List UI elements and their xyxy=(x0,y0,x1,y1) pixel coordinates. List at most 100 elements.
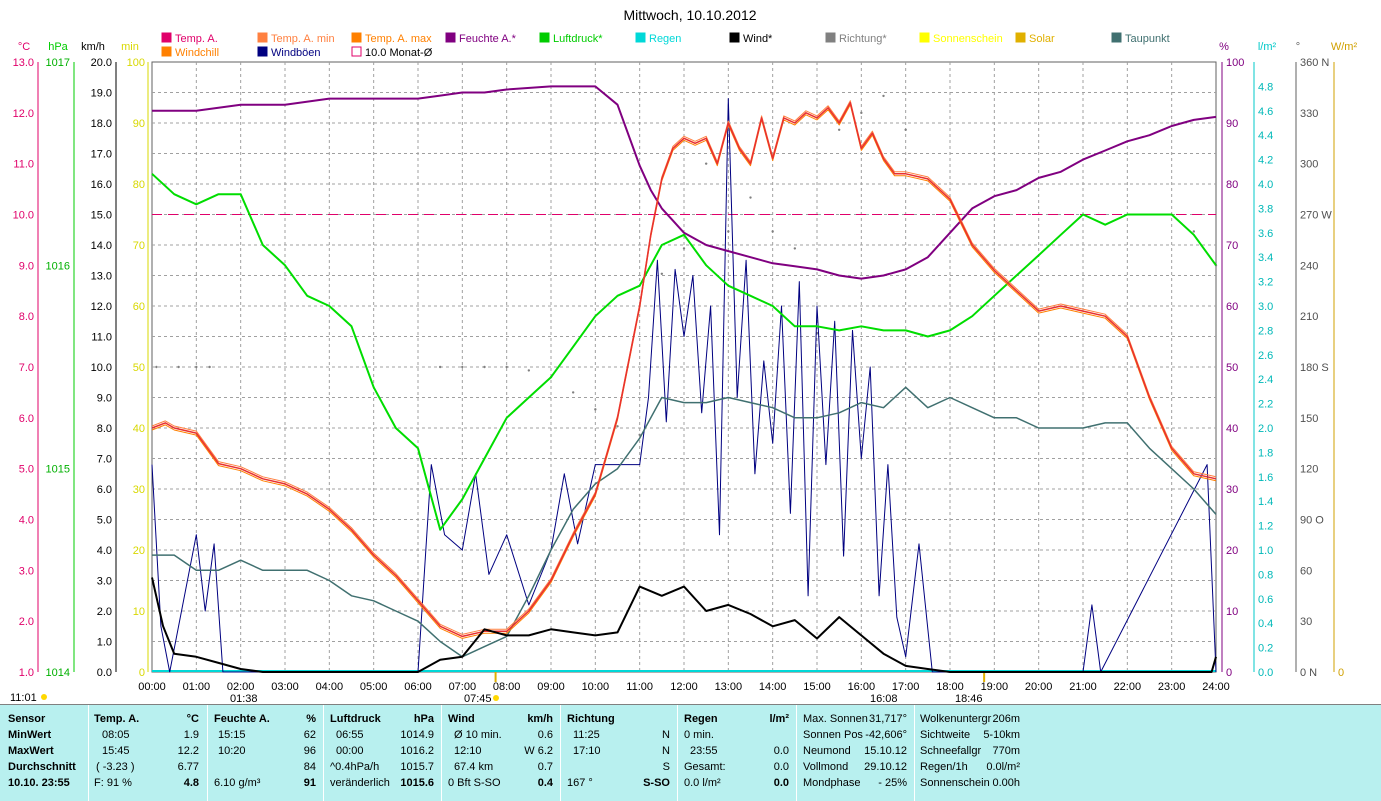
temp-tick-label: 1.0 xyxy=(19,667,34,679)
weather-chart: Mittwoch, 10.10.2012 Temp. A. Temp. A. min… xyxy=(10,7,1357,704)
legend-swatch xyxy=(351,32,362,43)
min-row-label: MinWert xyxy=(8,729,52,741)
statistics-panel: Sensor MinWert MaxWert Durchschnitt 10.1… xyxy=(0,704,1381,801)
humidity-tick-label: 80 xyxy=(1226,179,1238,191)
direction-current-value: S-SO xyxy=(643,777,670,789)
pressure-min-value: 1014.9 xyxy=(400,729,434,741)
rain-total-value: 0.0 xyxy=(773,761,789,773)
rain-tick-label: 1.2 xyxy=(1258,521,1273,533)
legend-label: Wind* xyxy=(743,33,773,45)
x-tick-label: 22:00 xyxy=(1114,681,1142,693)
temp-min-value: 1.9 xyxy=(183,729,199,741)
legend-label: Regen xyxy=(649,33,681,45)
direction-point xyxy=(727,230,730,233)
rain-tick-label: 0.2 xyxy=(1258,643,1273,655)
direction-tick-label: 330 xyxy=(1300,108,1318,120)
pressure-series xyxy=(151,173,1217,531)
legend-label: Solar xyxy=(1029,33,1055,45)
legend-swatch xyxy=(257,32,268,43)
direction-tick-label: 120 xyxy=(1300,464,1318,476)
wind-series xyxy=(151,577,1217,673)
noon-label: 16:08 xyxy=(870,693,898,704)
direction-max-time: 17:10 xyxy=(573,745,601,757)
sunrise-icon xyxy=(493,695,499,701)
rain-tick-label: 0.0 xyxy=(1258,667,1273,679)
temp-current-value: 4.8 xyxy=(183,777,199,789)
direction-tick-label: 360 N xyxy=(1300,57,1329,69)
x-tick-label: 09:00 xyxy=(537,681,565,693)
weather-info-row: Sonnenschein 0.00h xyxy=(920,777,1020,789)
direction-tick-label: 60 xyxy=(1300,565,1312,577)
x-tick-label: 14:00 xyxy=(759,681,787,693)
pressure-tick-label: 1017 xyxy=(46,57,70,69)
temp-max-value: 12.2 xyxy=(177,745,199,757)
sun-tick-label: 30 xyxy=(133,484,145,496)
x-tick-label: 11:00 xyxy=(626,681,653,693)
pressure-current-value: 1015.6 xyxy=(400,777,434,789)
direction-point xyxy=(155,365,158,369)
direction-header: Richtung xyxy=(567,713,615,725)
humidity-tick-label: 20 xyxy=(1226,545,1238,557)
rain-tick-label: 0.4 xyxy=(1258,618,1273,630)
axis-unit-label: % xyxy=(1219,41,1229,53)
rain-tick-label: 1.6 xyxy=(1258,472,1273,484)
rain-tick-label: 4.0 xyxy=(1258,179,1273,191)
sun-tick-label: 70 xyxy=(133,240,145,252)
legend-label: Luftdruck* xyxy=(553,33,603,45)
direction-point xyxy=(837,128,841,131)
humidity-min-time: 15:15 xyxy=(218,729,246,741)
humidity-tick-label: 10 xyxy=(1226,606,1238,618)
axis-unit-label: hPa xyxy=(48,41,68,53)
wind-tick-label: 4.0 xyxy=(97,545,112,557)
sunrise-label: 07:45 xyxy=(464,693,492,704)
x-tick-label: 16:00 xyxy=(848,681,876,693)
axis-unit-label: °C xyxy=(18,41,30,53)
direction-point xyxy=(195,365,198,369)
direction-avg-value: S xyxy=(662,761,670,773)
x-tick-label: 02:00 xyxy=(227,681,255,693)
wind-tick-label: 16.0 xyxy=(91,179,112,191)
current-timestamp: 10.10. 23:55 xyxy=(8,777,70,789)
humidity-column: Feuchte A.% 15:15 62 10:20 96 84 6.10 g/m³… xyxy=(214,711,316,791)
legend-swatch xyxy=(919,32,930,43)
wind-tick-label: 10.0 xyxy=(91,362,112,374)
temp-tick-label: 2.0 xyxy=(19,616,34,628)
legend-label: Windböen xyxy=(271,47,321,59)
direction-point xyxy=(594,408,597,411)
rain-tick-label: 2.8 xyxy=(1258,325,1273,337)
direction-point xyxy=(1192,230,1196,233)
humidity-series xyxy=(152,85,1217,280)
legend-label: Sonnenschein xyxy=(933,33,1003,45)
direction-point xyxy=(616,425,619,428)
wind-tick-label: 6.0 xyxy=(97,484,112,496)
temp-avg-value: 6.77 xyxy=(177,761,199,773)
x-tick-label: 15:00 xyxy=(803,681,831,693)
pressure-max-time: 00:00 xyxy=(336,745,364,757)
sun-tick-label: 100 xyxy=(127,57,145,69)
weather-info-row: Sichtweite 5-10km xyxy=(920,729,1020,741)
legend-label: Temp. A. xyxy=(175,33,218,45)
direction-point xyxy=(793,247,797,250)
humidity-tick-label: 0 xyxy=(1226,667,1232,679)
temp-tick-label: 5.0 xyxy=(19,464,34,476)
legend-label: Temp. A. max xyxy=(365,33,432,45)
wind-tick-label: 15.0 xyxy=(91,210,112,222)
temp-tick-label: 12.0 xyxy=(13,108,34,120)
wind-tick-label: 12.0 xyxy=(91,301,112,313)
wind-avg10-value: 0.6 xyxy=(537,729,553,741)
axis-unit-label: l/m² xyxy=(1258,41,1277,53)
weather-info-row: Regen/1h 0.0l/m² xyxy=(920,761,1020,773)
axis-unit-label: km/h xyxy=(81,41,105,53)
dewpoint-series xyxy=(152,386,1217,658)
direction-current-note: 167 ° xyxy=(567,777,593,789)
direction-point xyxy=(904,128,907,131)
rain-tick-label: 4.8 xyxy=(1258,81,1273,93)
humidity-tick-label: 30 xyxy=(1226,484,1238,496)
legend-swatch xyxy=(257,46,268,57)
wind-tick-label: 2.0 xyxy=(97,606,112,618)
wind-max-time: 12:10 xyxy=(454,745,482,757)
humidity-tick-label: 60 xyxy=(1226,301,1238,313)
humidity-tick-label: 40 xyxy=(1226,423,1238,435)
temp-tick-label: 6.0 xyxy=(19,413,34,425)
direction-point xyxy=(860,111,863,115)
